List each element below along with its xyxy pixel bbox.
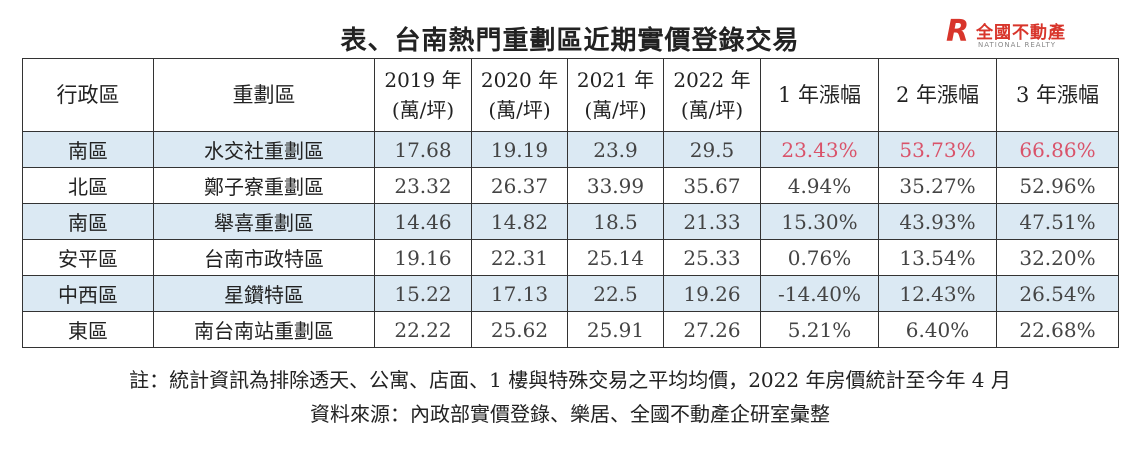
cell-rise3: 47.51% [996,203,1119,240]
brand-logo: R 全國不動產 NATIONAL REALTY [946,14,1086,54]
cell-y2019: 15.22 [374,275,472,312]
cell-district: 北區 [22,167,154,204]
header-2022: 2022 年 (萬/坪) [663,58,761,132]
cell-rise1: 15.30% [760,203,879,240]
cell-district: 安平區 [22,239,154,276]
cell-rise1: 5.21% [760,311,879,348]
cell-zone: 水交社重劃區 [153,131,375,168]
cell-y2022: 27.26 [663,311,761,348]
cell-rise2: 43.93% [878,203,997,240]
cell-rise3: 52.96% [996,167,1119,204]
cell-y2019: 19.16 [374,239,472,276]
cell-rise1: 0.76% [760,239,879,276]
cell-y2022: 29.5 [663,131,761,168]
cell-zone: 南台南站重劃區 [153,311,375,348]
cell-district: 中西區 [22,275,154,312]
table-row: 北區 鄭子寮重劃區 23.32 26.37 33.99 35.67 4.94% 35.27% 5… [22,167,1119,204]
cell-y2021: 25.91 [567,311,664,348]
data-source: 資料來源：內政部實價登錄、樂居、全國不動產企研室彙整 [310,402,830,426]
cell-y2019: 14.46 [374,203,472,240]
header-row: 行政區 重劃區 2019 年 (萬/坪) 2020 年 (萬/坪) 2021 年 (萬… [22,58,1119,132]
cell-y2020: 25.62 [471,311,568,348]
cell-rise2: 12.43% [878,275,997,312]
cell-zone: 台南市政特區 [153,239,375,276]
cell-district: 東區 [22,311,154,348]
cell-y2020: 19.19 [471,131,568,168]
header-rise-3yr: 3 年漲幅 [996,58,1119,132]
cell-y2019: 22.22 [374,311,472,348]
cell-rise3: 22.68% [996,311,1119,348]
cell-district: 南區 [22,203,154,240]
price-table: 行政區 重劃區 2019 年 (萬/坪) 2020 年 (萬/坪) 2021 年 (萬… [22,58,1119,348]
cell-zone: 舉喜重劃區 [153,203,375,240]
cell-rise2: 35.27% [878,167,997,204]
cell-rise1: 23.43% [760,131,879,168]
header-district: 行政區 [22,58,154,132]
cell-y2020: 22.31 [471,239,568,276]
cell-y2022: 19.26 [663,275,761,312]
cell-y2020: 26.37 [471,167,568,204]
cell-rise3: 32.20% [996,239,1119,276]
table-row: 中西區 星鑽特區 15.22 17.13 22.5 19.26 -14.40% 12.43% 2… [22,275,1119,312]
table-row: 東區 南台南站重劃區 22.22 25.62 25.91 27.26 5.21% 6.40% 2… [22,311,1119,348]
page-title: 表、台南熱門重劃區近期實價登錄交易 [340,26,800,56]
cell-zone: 鄭子寮重劃區 [153,167,375,204]
table-row: 南區 舉喜重劃區 14.46 14.82 18.5 21.33 15.30% 43.93% 47… [22,203,1119,240]
cell-rise2: 53.73% [878,131,997,168]
cell-y2022: 21.33 [663,203,761,240]
cell-y2020: 14.82 [471,203,568,240]
cell-rise1: -14.40% [760,275,879,312]
cell-rise3: 66.86% [996,131,1119,168]
cell-y2021: 23.9 [567,131,664,168]
header-zone: 重劃區 [153,58,375,132]
cell-y2021: 25.14 [567,239,664,276]
cell-y2021: 22.5 [567,275,664,312]
cell-y2019: 17.68 [374,131,472,168]
cell-y2022: 35.67 [663,167,761,204]
cell-y2021: 18.5 [567,203,664,240]
table-row: 安平區 台南市政特區 19.16 22.31 25.14 25.33 0.76% 13.54%… [22,239,1119,276]
cell-y2021: 33.99 [567,167,664,204]
cell-district: 南區 [22,131,154,168]
cell-rise2: 6.40% [878,311,997,348]
logo-name: 全國不動產 [976,23,1066,43]
header-2021: 2021 年 (萬/坪) [567,58,664,132]
header-2019: 2019 年 (萬/坪) [374,58,472,132]
footnote: 註：統計資訊為排除透天、公寓、店面、1 樓與特殊交易之平均均價，2022 年房價… [129,368,1011,392]
cell-rise3: 26.54% [996,275,1119,312]
cell-rise2: 13.54% [878,239,997,276]
header-rise-2yr: 2 年漲幅 [878,58,997,132]
cell-rise1: 4.94% [760,167,879,204]
header-2020: 2020 年 (萬/坪) [471,58,568,132]
cell-zone: 星鑽特區 [153,275,375,312]
logo-mark-icon: R [946,14,970,49]
cell-y2020: 17.13 [471,275,568,312]
header-rise-1yr: 1 年漲幅 [760,58,879,132]
table-row: 南區 水交社重劃區 17.68 19.19 23.9 29.5 23.43% 53.73% 66… [22,131,1119,168]
cell-y2019: 23.32 [374,167,472,204]
cell-y2022: 25.33 [663,239,761,276]
logo-subtitle: NATIONAL REALTY [978,41,1057,49]
